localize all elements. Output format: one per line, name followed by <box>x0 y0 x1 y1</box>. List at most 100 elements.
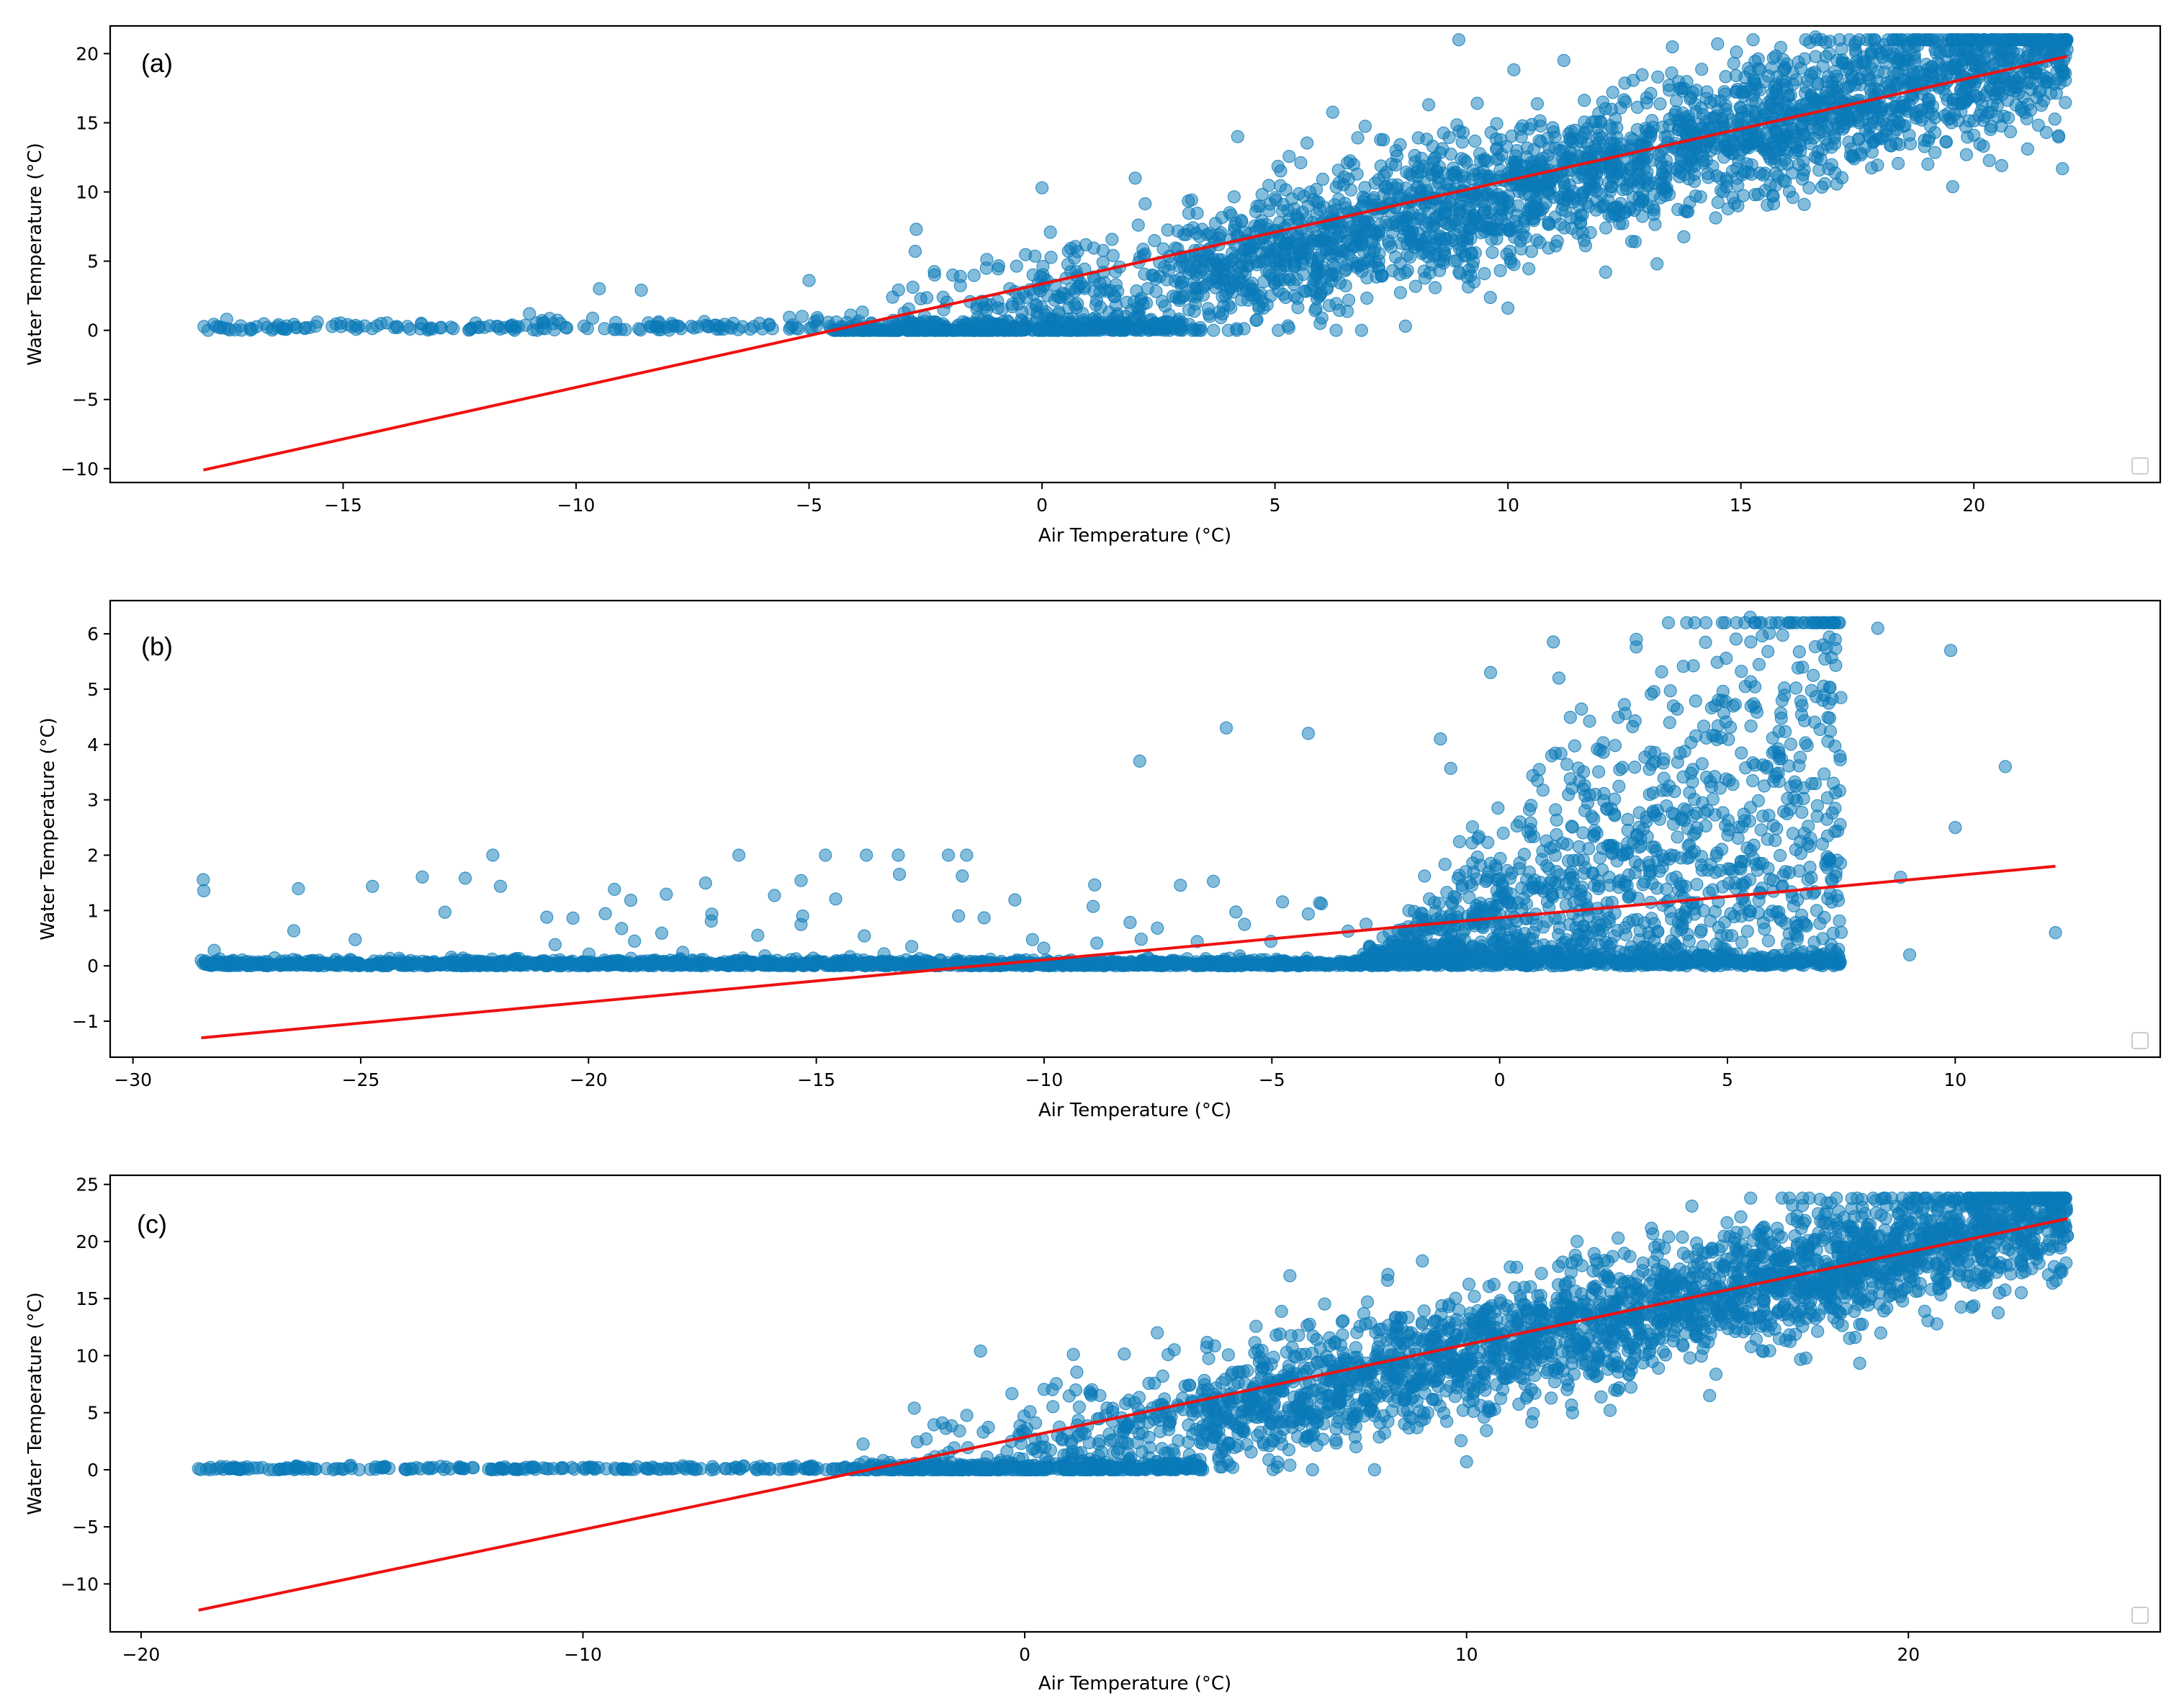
scatter-point <box>1729 632 1743 646</box>
scatter-point <box>250 320 264 333</box>
scatter-point <box>1686 775 1699 789</box>
scatter-point <box>1786 77 1799 91</box>
scatter-point <box>1491 801 1505 815</box>
scatter-point <box>1982 153 1996 167</box>
scatter-point <box>1470 97 1484 110</box>
scatter-point <box>1616 217 1630 230</box>
scatter-point <box>1169 316 1183 330</box>
scatter-point <box>2023 37 2037 50</box>
scatter-point <box>1689 189 1702 203</box>
scatter-point <box>2052 129 2066 143</box>
scatter-point <box>1229 905 1243 919</box>
scatter-point <box>1770 905 1784 920</box>
scatter-point <box>1138 197 1152 211</box>
scatter-point <box>1805 89 1818 103</box>
scatter-point <box>1607 207 1621 221</box>
scatter-point <box>1275 205 1290 218</box>
scatter-point <box>1709 211 1722 225</box>
scatter-point <box>1753 166 1767 180</box>
scatter-point <box>671 319 685 333</box>
scatter-point <box>1452 33 1466 47</box>
scatter-point <box>1282 150 1296 163</box>
scatter-point <box>2006 45 2020 59</box>
scatter-point <box>805 321 819 335</box>
scatter-point <box>1329 297 1343 310</box>
y-tick-label: 0 <box>87 320 99 341</box>
x-tick-label: 10 <box>1496 495 1519 516</box>
scatter-point <box>1224 301 1238 315</box>
scatter-point <box>2031 118 2045 132</box>
scatter-point <box>1949 44 1962 58</box>
scatter-point <box>387 320 401 334</box>
scatter-point <box>1418 869 1432 883</box>
scatter-point <box>1699 616 1713 629</box>
scatter-point <box>1096 243 1110 257</box>
scatter-point <box>1586 163 1600 177</box>
scatter-point <box>1236 266 1249 279</box>
scatter-point <box>2060 42 2074 56</box>
scatter-point <box>1688 159 1702 173</box>
scatter-point <box>1676 145 1690 159</box>
y-tick-label: −10 <box>60 459 99 480</box>
scatter-point <box>2028 49 2041 63</box>
scatter-point <box>1490 153 1504 166</box>
scatter-point <box>1423 266 1437 279</box>
scatter-point <box>1967 128 1981 142</box>
scatter-point <box>1190 288 1204 302</box>
scatter-point <box>1326 105 1339 119</box>
scatter-point <box>349 933 362 946</box>
scatter-point <box>1393 286 1408 300</box>
scatter-point <box>1370 270 1383 284</box>
scatter-point <box>1389 158 1403 172</box>
scatter-point <box>1959 33 1973 47</box>
scatter-point <box>1902 98 1916 112</box>
scatter-point <box>566 911 580 925</box>
scatter-point <box>2021 142 2034 156</box>
scatter-point <box>1284 235 1298 249</box>
scatter-point <box>1582 842 1596 856</box>
scatter-point <box>1523 188 1537 202</box>
scatter-point <box>1230 322 1244 336</box>
scatter-point <box>980 303 994 317</box>
scatter-point <box>1242 279 1257 292</box>
scatter-point <box>1754 823 1768 837</box>
scatter-point <box>1262 179 1276 192</box>
scatter-point <box>1742 166 1756 179</box>
scatter-point <box>1408 279 1423 293</box>
scatter-point <box>1128 171 1142 185</box>
scatter-point <box>1429 211 1442 225</box>
scatter-point <box>1717 85 1731 99</box>
y-tick-label: 20 <box>76 43 99 64</box>
scatter-point <box>1467 195 1480 209</box>
scatter-point <box>1973 35 1987 48</box>
scatter-point <box>1509 163 1522 176</box>
scatter-point <box>1262 204 1276 217</box>
scatter-point <box>643 320 657 333</box>
scatter-point <box>1310 195 1324 209</box>
scatter-point <box>1913 66 1927 79</box>
scatter-point <box>1776 137 1790 151</box>
scatter-point <box>1818 91 1833 104</box>
scatter-point <box>1765 61 1779 75</box>
scatter-point <box>1226 246 1239 260</box>
scatter-point <box>1781 89 1795 102</box>
scatter-point <box>1651 70 1665 84</box>
scatter-point <box>1086 899 1100 913</box>
scatter-point <box>2037 69 2051 83</box>
scatter-point <box>967 269 981 282</box>
scatter-point <box>1429 236 1443 250</box>
scatter-point <box>872 323 886 337</box>
scatter-point <box>979 261 993 275</box>
scatter-point <box>634 283 648 297</box>
scatter-point <box>1331 192 1346 206</box>
scatter-point <box>1227 190 1241 204</box>
scatter-point <box>1900 33 1914 47</box>
scatter-point <box>551 313 565 327</box>
scatter-point <box>1662 78 1676 92</box>
scatter-point <box>1227 223 1241 238</box>
scatter-point <box>1354 323 1368 337</box>
scatter-point <box>1455 152 1468 166</box>
scatter-point <box>1769 833 1782 848</box>
